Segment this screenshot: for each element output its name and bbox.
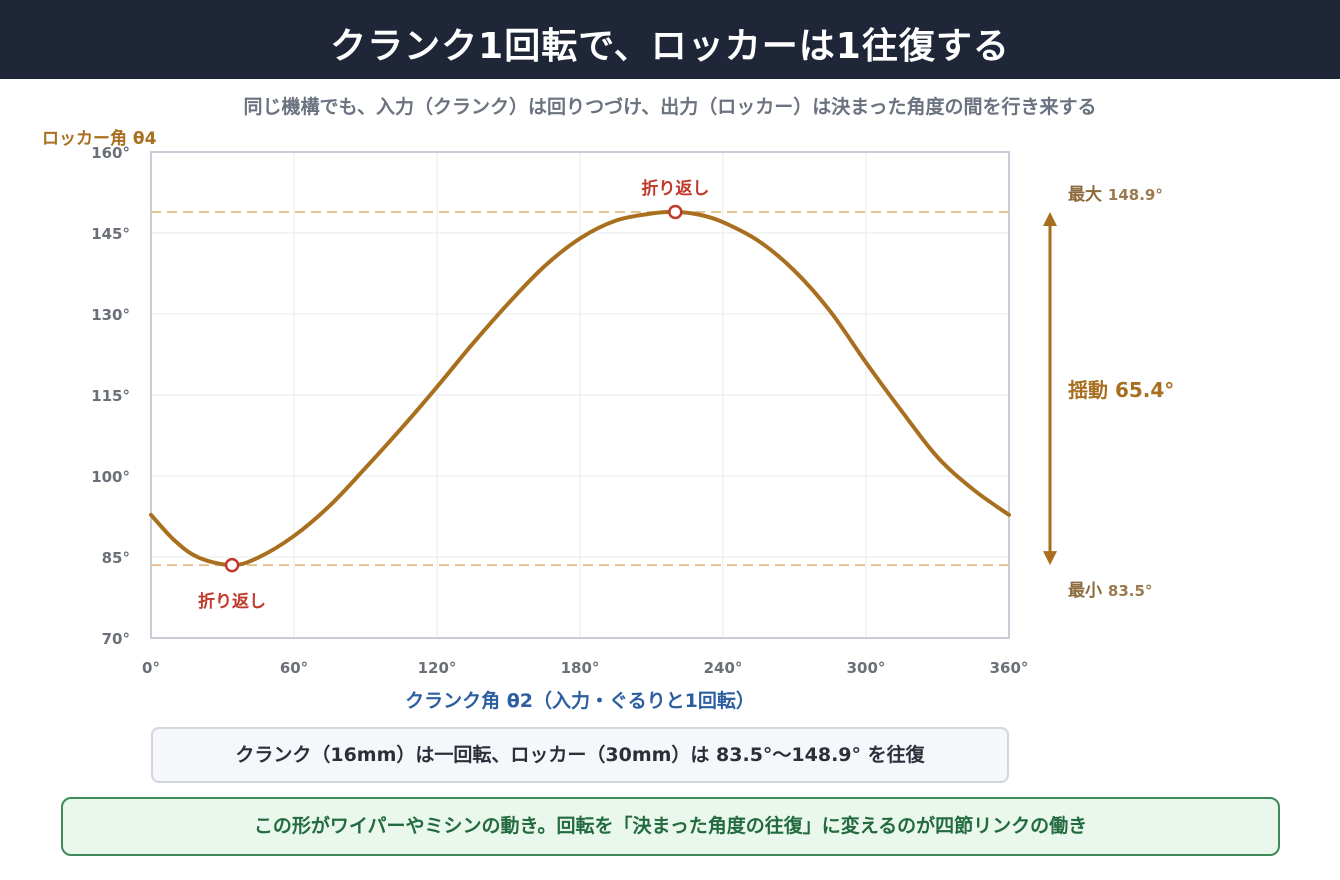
y-axis-title: ロッカー角 θ4 xyxy=(42,129,157,149)
y-tick-label: 160° xyxy=(91,144,130,162)
y-tick-label: 115° xyxy=(91,387,130,405)
max-annotation: 最大 148.9° xyxy=(1068,184,1163,205)
y-tick-label: 100° xyxy=(91,468,130,486)
header-bar: クランク1回転で、ロッカーは1往復する xyxy=(0,0,1340,79)
y-tick-label: 70° xyxy=(102,630,130,648)
note-box: この形がワイパーやミシンの動き。回転を「決まった角度の往復」に変えるのが四節リン… xyxy=(61,797,1280,856)
min-value: 83.5° xyxy=(1108,582,1153,600)
max-value: 148.9° xyxy=(1108,186,1163,204)
swing-arrow-head-down xyxy=(1043,551,1057,566)
x-tick-label: 300° xyxy=(847,659,886,677)
swing-label: 揺動 65.4° xyxy=(1068,378,1174,402)
swing-arrow-head-up xyxy=(1043,211,1057,226)
plot-frame xyxy=(150,151,1010,639)
x-tick-label: 60° xyxy=(280,659,308,677)
min-point-marker xyxy=(224,557,240,573)
rocker-curve xyxy=(149,209,1011,568)
min-label: 最小 xyxy=(1068,581,1108,601)
x-tick-label: 180° xyxy=(561,659,600,677)
min-annotation: 最小 83.5° xyxy=(1068,581,1152,601)
max-point-marker xyxy=(668,204,683,220)
page-subtitle: 同じ機構でも、入力（クランク）は回りつづけ、出力（ロッカー）は決まった角度の間を… xyxy=(243,96,1097,118)
max-turnaround-label: 折り返し xyxy=(641,178,709,199)
page-title: クランク1回転で、ロッカーは1往復する xyxy=(330,26,1010,67)
summary-box: クランク（16mm）は一回転、ロッカー（30mm）は 83.5°〜148.9° … xyxy=(151,727,1009,783)
x-tick-label: 360° xyxy=(990,659,1029,677)
y-tick-label: 130° xyxy=(91,306,130,324)
y-tick-label: 85° xyxy=(102,549,130,567)
x-axis-title: クランク角 θ2（入力・ぐるりと1回転） xyxy=(405,690,755,712)
x-tick-label: 120° xyxy=(418,659,457,677)
x-tick-label: 0° xyxy=(142,659,160,677)
x-tick-label: 240° xyxy=(704,659,743,677)
y-tick-label: 145° xyxy=(91,225,130,243)
min-turnaround-label: 折り返し xyxy=(198,591,266,612)
max-label: 最大 xyxy=(1068,184,1108,205)
